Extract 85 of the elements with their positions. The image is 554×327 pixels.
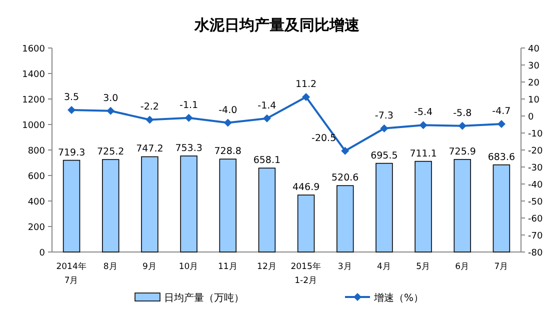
x-tick-label: 11月 xyxy=(218,262,238,272)
x-tick-label: 10月 xyxy=(178,262,199,272)
bar xyxy=(62,160,80,252)
y2-tick-label: 40 xyxy=(528,44,540,54)
y2-tick-label: 10 xyxy=(528,96,540,106)
x-tick-label: 8月 xyxy=(103,262,118,272)
y2-tick-label: 20 xyxy=(528,78,540,88)
data-label: -2.2 xyxy=(140,102,159,113)
x-tick-label: 7月 xyxy=(494,262,509,272)
data-label: -4.7 xyxy=(492,106,511,117)
data-label: 753.3 xyxy=(175,142,202,154)
y2-tick-label: 30 xyxy=(528,62,540,72)
point xyxy=(262,114,271,122)
bar xyxy=(376,162,393,252)
data-label: -1.1 xyxy=(180,100,198,111)
point xyxy=(302,92,310,101)
y2-tick-label: -60 xyxy=(528,214,543,224)
data-label: 446.9 xyxy=(292,182,320,194)
bar xyxy=(258,168,276,252)
bar xyxy=(180,156,198,252)
point xyxy=(146,116,154,124)
bar xyxy=(297,194,315,252)
bar xyxy=(219,158,236,252)
chart-title: 水泥日均产量及同比增速 xyxy=(194,16,360,34)
data-label: 725.9 xyxy=(448,146,476,158)
y-tick-label: 600 xyxy=(28,172,46,182)
y2-tick-label: -20 xyxy=(528,146,543,156)
y2-tick-label: 0 xyxy=(528,112,534,122)
point xyxy=(341,146,350,155)
point xyxy=(224,118,232,127)
x-tick-label: 12月 xyxy=(257,262,277,272)
data-label: 695.5 xyxy=(370,150,398,162)
y-tick-label: 1000 xyxy=(22,121,46,131)
data-label: 711.1 xyxy=(410,148,437,160)
bar xyxy=(141,156,158,252)
y-tick-label: 200 xyxy=(28,223,46,233)
point xyxy=(458,122,466,130)
data-label: -7.3 xyxy=(374,110,394,122)
y-tick-label: 1400 xyxy=(22,70,46,80)
y-tick-label: 1600 xyxy=(22,44,46,54)
data-label: 3.5 xyxy=(64,92,80,104)
data-label: 3.0 xyxy=(103,92,118,104)
y-tick-label: 800 xyxy=(28,146,46,156)
point xyxy=(184,114,193,122)
x-tick-label: 6月 xyxy=(455,262,470,272)
y2-tick-label: -40 xyxy=(528,180,543,190)
x-tick-label: 3月 xyxy=(338,262,352,272)
x-tick-label: 2014年 7月 xyxy=(56,261,87,286)
data-label: -20.5 xyxy=(312,132,336,144)
bar xyxy=(492,164,510,252)
legend-label: 增速（%） xyxy=(373,292,424,304)
point xyxy=(68,106,76,114)
point xyxy=(106,106,115,115)
data-label: 683.6 xyxy=(488,152,516,163)
bar xyxy=(414,160,432,252)
data-label: 728.8 xyxy=(214,146,242,158)
data-label: -4.0 xyxy=(218,104,238,116)
data-label: 520.6 xyxy=(332,172,359,184)
data-label: 11.2 xyxy=(295,78,317,90)
bar xyxy=(102,159,120,252)
y-tick-label: 400 xyxy=(28,198,46,208)
y2-tick-label: -80 xyxy=(528,248,543,258)
bar xyxy=(454,159,471,252)
x-tick-label: 4月 xyxy=(376,262,392,272)
legend-label: 日均产量（万吨） xyxy=(164,292,244,304)
data-label: 658.1 xyxy=(253,155,281,166)
bar xyxy=(336,185,354,252)
point xyxy=(419,121,428,130)
x-tick-label: 9月 xyxy=(142,262,157,272)
x-tick-label: 2015年 1-2月 xyxy=(290,261,322,286)
y-tick-label: 0 xyxy=(39,248,46,258)
data-label: -5.8 xyxy=(453,108,472,119)
y2-tick-label: -50 xyxy=(528,198,543,208)
point xyxy=(497,120,506,128)
y2-tick-label: -70 xyxy=(528,232,543,242)
data-label: 719.3 xyxy=(58,147,86,158)
x-tick-label: 5月 xyxy=(416,262,431,272)
data-label: 725.2 xyxy=(97,146,124,158)
data-label: -5.4 xyxy=(414,107,433,118)
data-label: 747.2 xyxy=(136,144,164,155)
point xyxy=(380,124,388,132)
data-label: -1.4 xyxy=(258,100,276,112)
y2-tick-label: -30 xyxy=(528,164,543,174)
y-tick-label: 1200 xyxy=(22,96,46,106)
y2-tick-label: -10 xyxy=(528,130,543,140)
